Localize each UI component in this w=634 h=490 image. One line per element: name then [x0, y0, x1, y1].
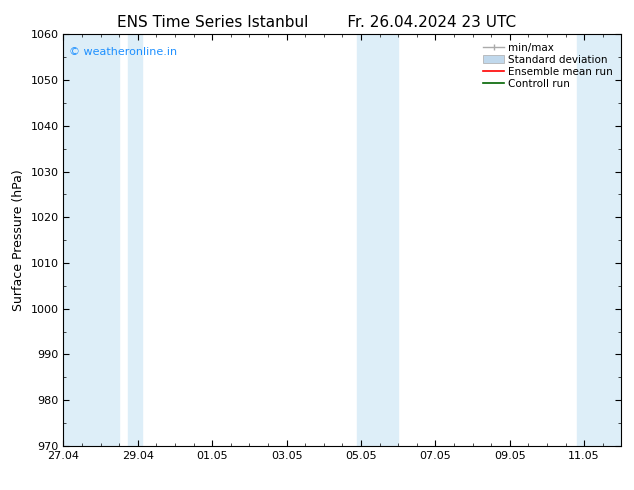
- Bar: [129, 34, 141, 446]
- Text: © weatheronline.in: © weatheronline.in: [69, 47, 177, 57]
- Bar: [577, 34, 621, 446]
- Bar: [63, 34, 119, 446]
- Bar: [357, 34, 398, 446]
- Text: ENS Time Series Istanbul        Fr. 26.04.2024 23 UTC: ENS Time Series Istanbul Fr. 26.04.2024 …: [117, 15, 517, 30]
- Y-axis label: Surface Pressure (hPa): Surface Pressure (hPa): [12, 169, 25, 311]
- Legend: min/max, Standard deviation, Ensemble mean run, Controll run: min/max, Standard deviation, Ensemble me…: [480, 40, 616, 92]
